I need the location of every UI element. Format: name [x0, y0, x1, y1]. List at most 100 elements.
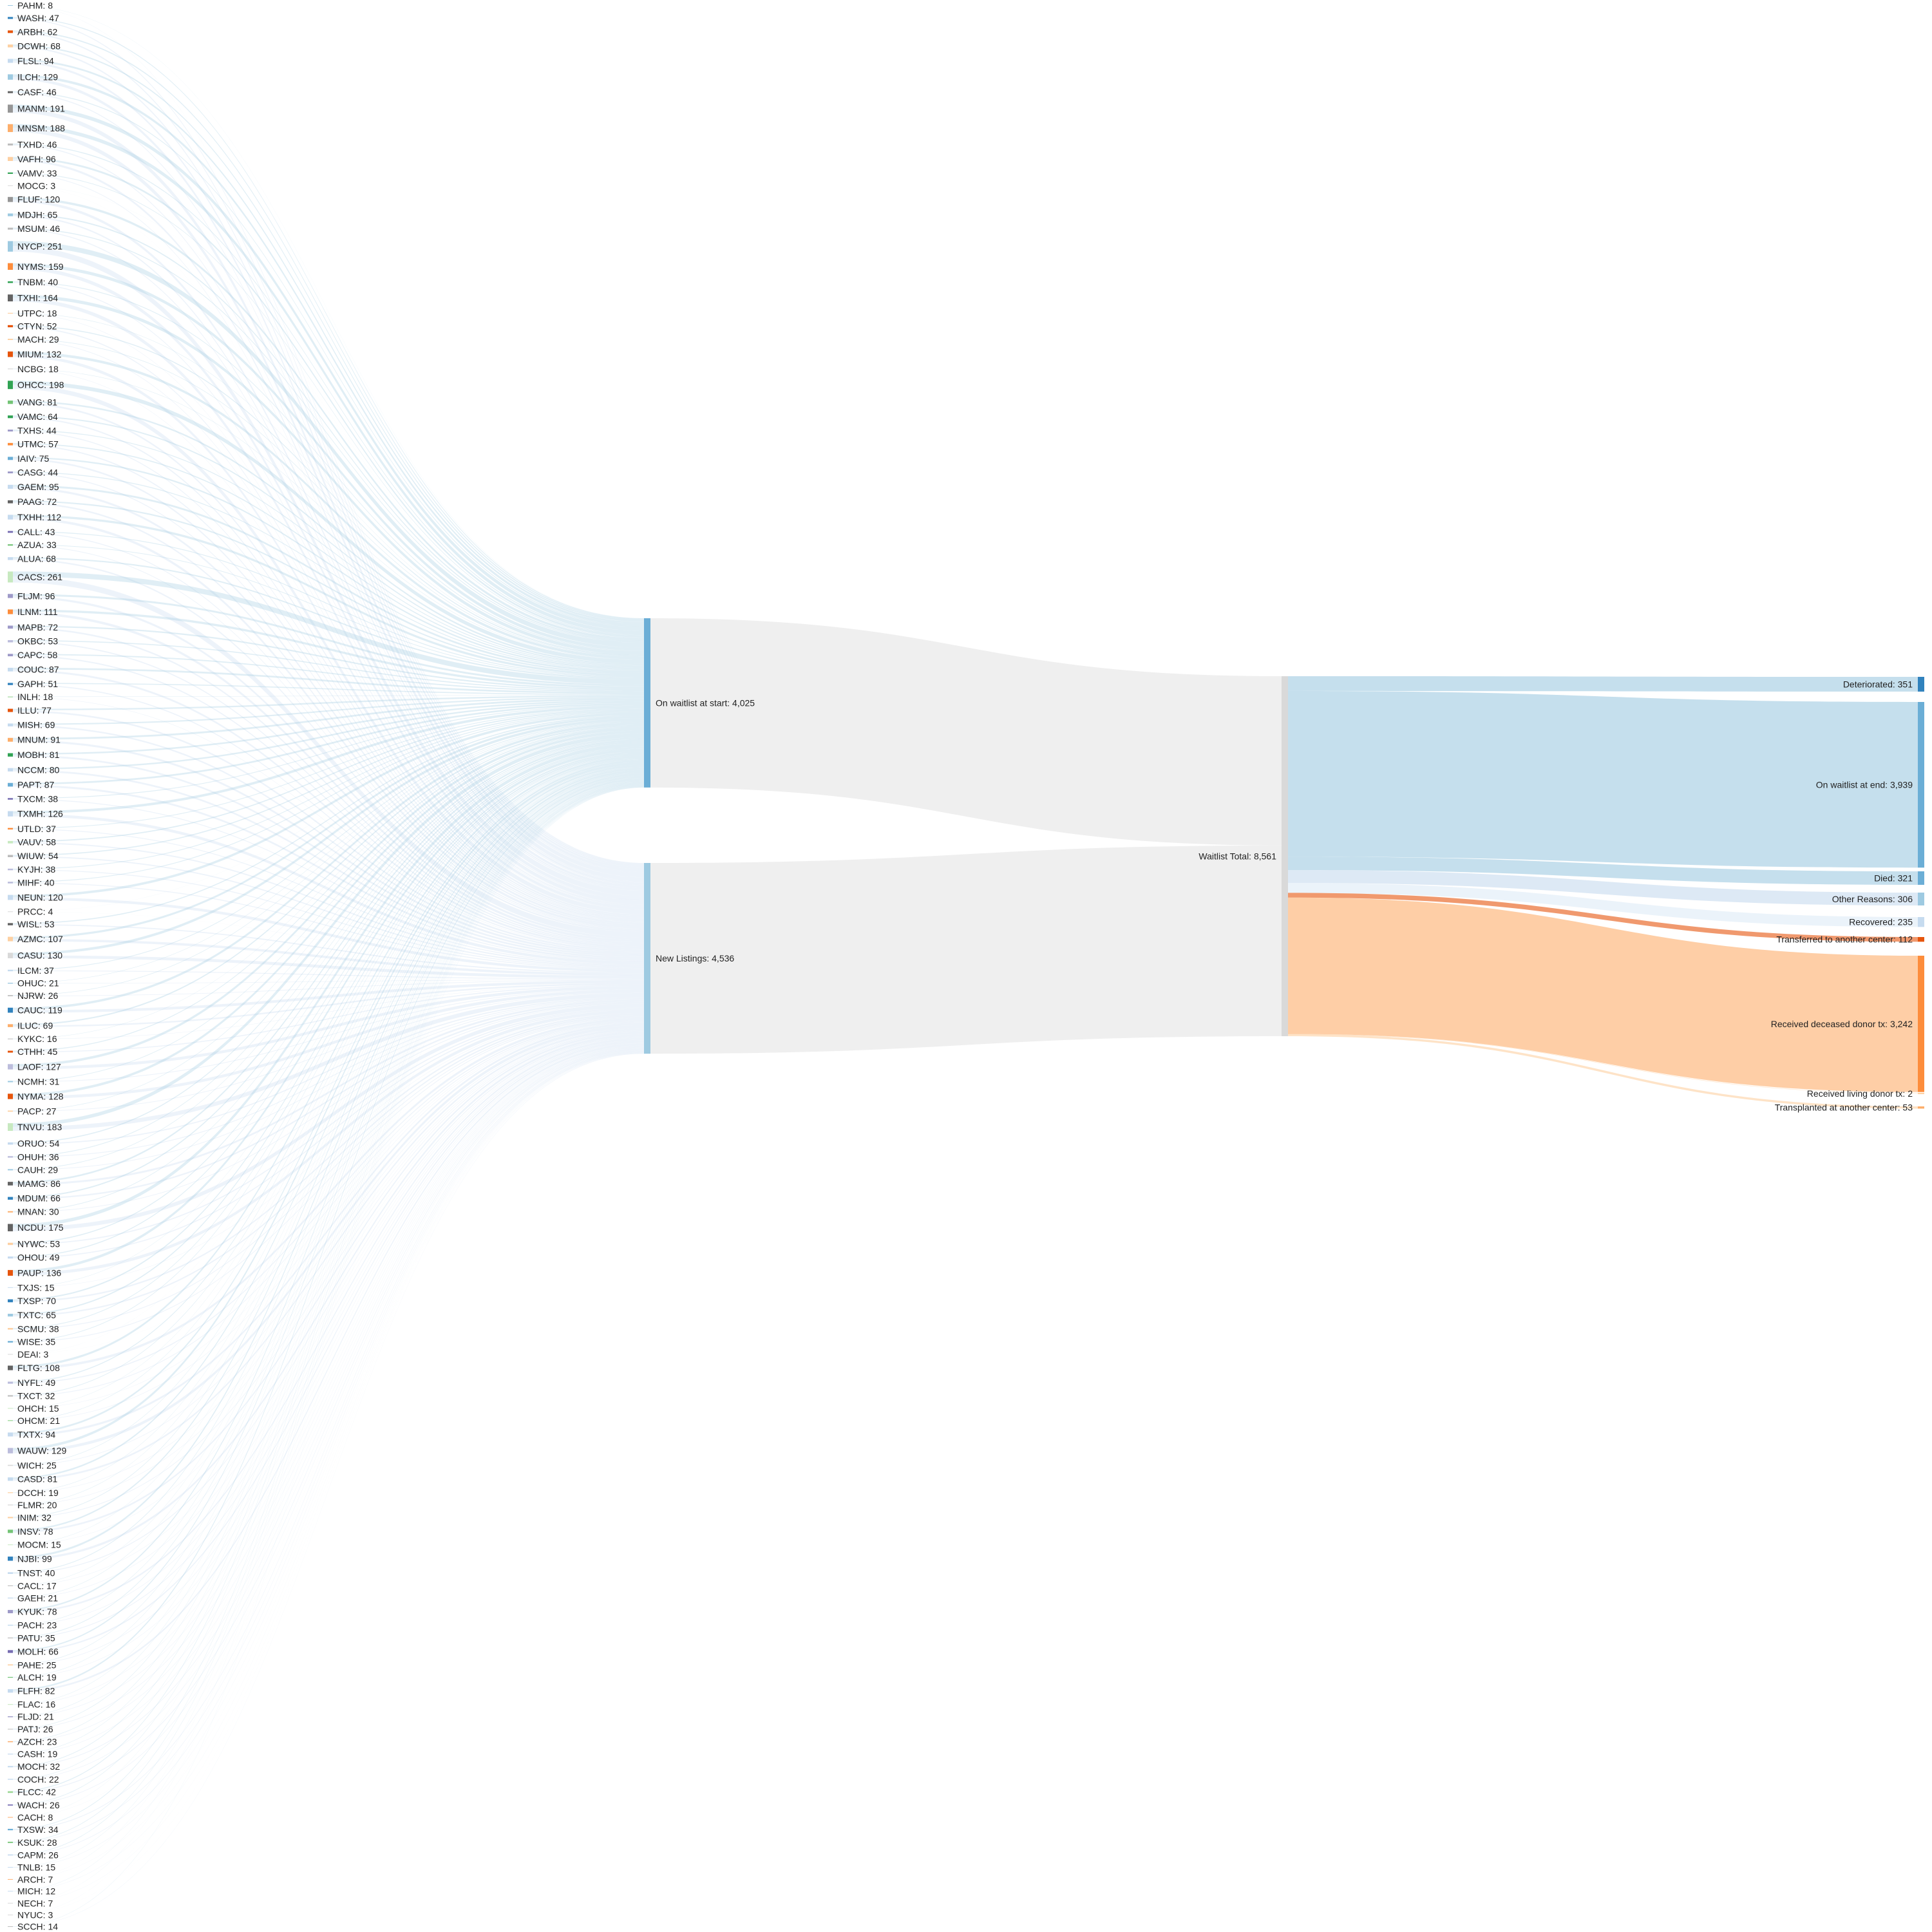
link-illu-new	[13, 710, 644, 952]
label-flcc: FLCC: 42	[17, 1787, 56, 1797]
label-tnst: TNST: 40	[17, 1568, 55, 1578]
link-casf-new	[13, 92, 644, 873]
link-casd-start	[13, 765, 644, 1479]
link-mish-start	[13, 697, 644, 725]
link-txhi-new	[13, 298, 644, 905]
node-utpc	[8, 312, 13, 314]
node-mobh	[8, 753, 13, 757]
node-deteriorated	[1918, 677, 1924, 692]
link-utmc-new	[13, 444, 644, 920]
label-dcch: DCCH: 19	[17, 1488, 59, 1498]
node-fljd	[8, 1716, 13, 1718]
node-transferred-to-another-center	[1918, 937, 1924, 942]
link-fltg-new	[13, 1018, 644, 1370]
link-paup-new	[13, 1010, 644, 1276]
link-casg-start	[13, 471, 644, 671]
label-call: CALL: 43	[17, 527, 55, 537]
link-laof-start	[13, 727, 644, 1067]
link-patj-start	[13, 781, 644, 1730]
label-cach: CACH: 8	[17, 1812, 53, 1823]
node-casd	[8, 1477, 13, 1481]
link-ohcm-new	[13, 1022, 644, 1421]
node-paup	[8, 1270, 13, 1276]
link-fluf-new	[13, 199, 644, 889]
label-tnvu: TNVU: 183	[17, 1122, 62, 1132]
node-vafh	[8, 156, 13, 161]
link-txtx-start	[13, 760, 644, 1435]
label-ilch: ILCH: 129	[17, 72, 58, 82]
link-mnum-start	[13, 698, 644, 740]
link-tnlb-start	[13, 786, 644, 1868]
link-kyuk-new	[13, 1037, 644, 1614]
node-tnbm	[8, 281, 13, 283]
link-ilcm-start	[13, 721, 644, 971]
link-call-new	[13, 531, 644, 930]
node-mish	[8, 723, 13, 726]
link-inlh-new	[13, 697, 644, 950]
node-new-listings	[644, 863, 650, 1054]
link-arbh-new	[13, 32, 644, 866]
label-ilnm: ILNM: 111	[17, 607, 58, 617]
link-casu-start	[13, 718, 644, 956]
label-fluf: FLUF: 120	[17, 194, 60, 205]
link-flmr-start	[13, 767, 644, 1505]
label-txmh: TXMH: 126	[17, 809, 63, 819]
link-cacs-new	[13, 576, 644, 938]
link-wauw-new	[13, 1025, 644, 1454]
node-cauh	[8, 1169, 13, 1171]
link-kyuk-start	[13, 773, 644, 1612]
node-paag	[8, 500, 13, 504]
link-paag-start	[13, 500, 644, 675]
label-mdjh: MDJH: 65	[17, 210, 57, 220]
link-mocm-new	[13, 1034, 644, 1546]
link-nyuc-start	[13, 787, 644, 1915]
label-txct: TXCT: 32	[17, 1390, 55, 1401]
label-mnan: MNAN: 30	[17, 1207, 59, 1217]
node-txhh	[8, 515, 13, 520]
node-moch	[8, 1766, 13, 1768]
link-pacp-start	[13, 733, 644, 1112]
node-pahe	[8, 1664, 13, 1666]
link-neun-new	[13, 897, 644, 972]
label-azch: AZCH: 23	[17, 1737, 57, 1747]
node-nccm	[8, 768, 13, 772]
node-vamv	[8, 172, 13, 174]
link-txjs-start	[13, 751, 644, 1288]
link-molh-new	[13, 1041, 644, 1653]
link-txct-new	[13, 1021, 644, 1397]
link-vamv-new	[13, 173, 644, 886]
link-mich-new	[13, 1052, 644, 1891]
node-mapb	[8, 625, 13, 629]
link-wiuw-new	[13, 856, 644, 968]
link-mnum-new	[13, 739, 644, 956]
label-wisl: WISL: 53	[17, 919, 55, 929]
node-wich	[8, 1464, 13, 1466]
link-manm-new	[13, 108, 644, 878]
link-fljm-new	[13, 596, 644, 940]
link-nech-start	[13, 787, 644, 1903]
link-total-on-waitlist-at-end	[1288, 690, 1918, 868]
link-neun-start	[13, 712, 644, 898]
label-scch: SCCH: 14	[17, 1922, 58, 1932]
label-gaeh: GAEH: 21	[17, 1593, 58, 1603]
link-mdjh-new	[13, 214, 644, 890]
label-deai: DEAI: 3	[17, 1349, 48, 1359]
node-laof	[8, 1064, 13, 1070]
label-ohch: OHCH: 15	[17, 1403, 59, 1414]
link-txtc-new	[13, 1014, 644, 1317]
label-pacp: PACP: 27	[17, 1106, 57, 1116]
link-mocg-new	[13, 185, 644, 886]
node-gaph	[8, 683, 13, 685]
label-casg: CASG: 44	[17, 468, 58, 478]
node-mnan	[8, 1211, 13, 1213]
outcome-nodes: Deteriorated: 351 On waitlist at end: 3,9…	[1771, 677, 1924, 1113]
label-alch: ALCH: 19	[17, 1672, 57, 1683]
link-fljd-new	[13, 1045, 644, 1718]
link-total-recovered	[1288, 883, 1918, 927]
link-txcm-new	[13, 799, 644, 961]
node-received-living-donor-tx	[1918, 1093, 1924, 1094]
link-casg-new	[13, 472, 644, 923]
link-ilch-start	[13, 74, 644, 627]
node-capm	[8, 1854, 13, 1856]
node-ncdu	[8, 1224, 13, 1231]
